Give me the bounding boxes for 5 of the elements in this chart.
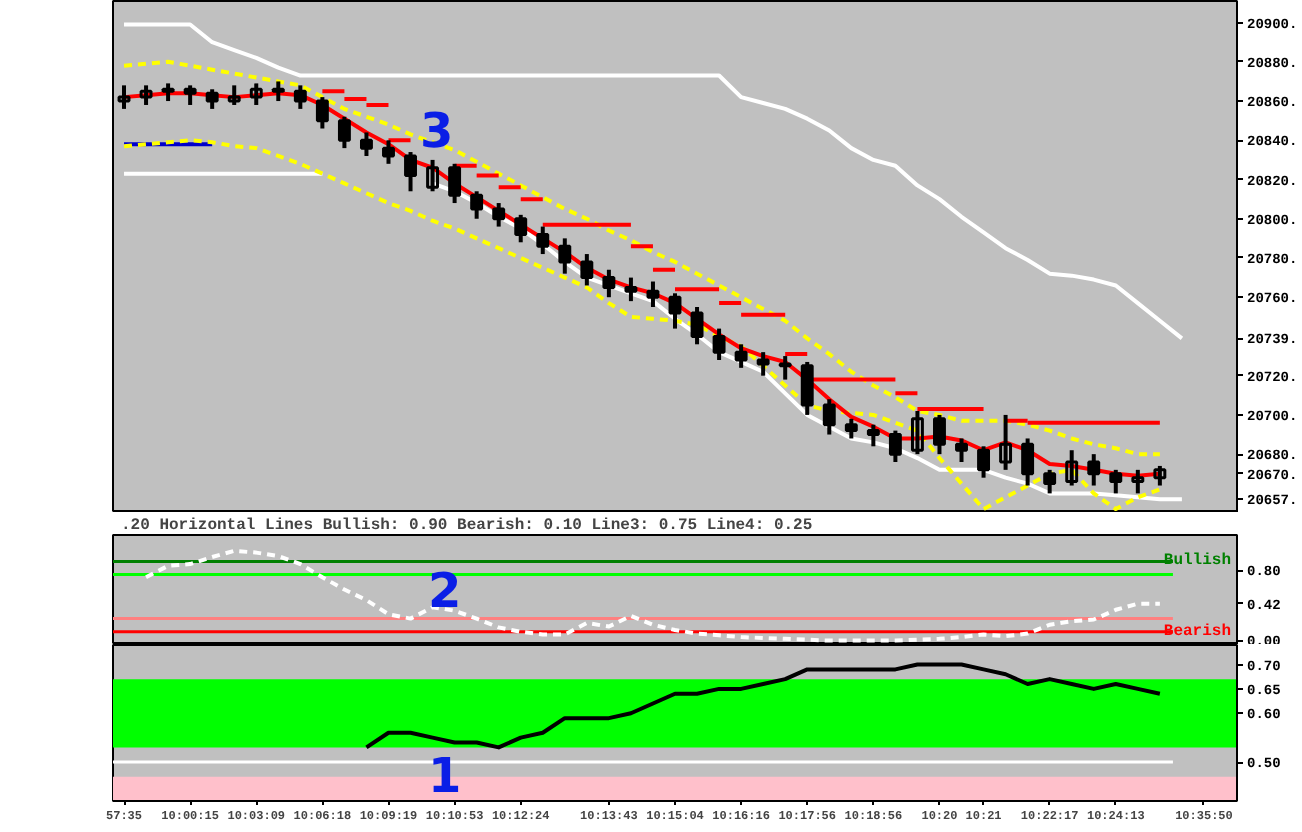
annotation: 3	[420, 103, 454, 159]
ref-line-label: Bearish	[1163, 622, 1232, 641]
chart-title: .20 Horizontal Lines Bullish: 0.90 Bearish: 0.10 Line3: 0.75 Line4: 0.25	[121, 517, 813, 535]
annotation: 2	[427, 562, 462, 619]
annotation: 1	[427, 748, 462, 805]
